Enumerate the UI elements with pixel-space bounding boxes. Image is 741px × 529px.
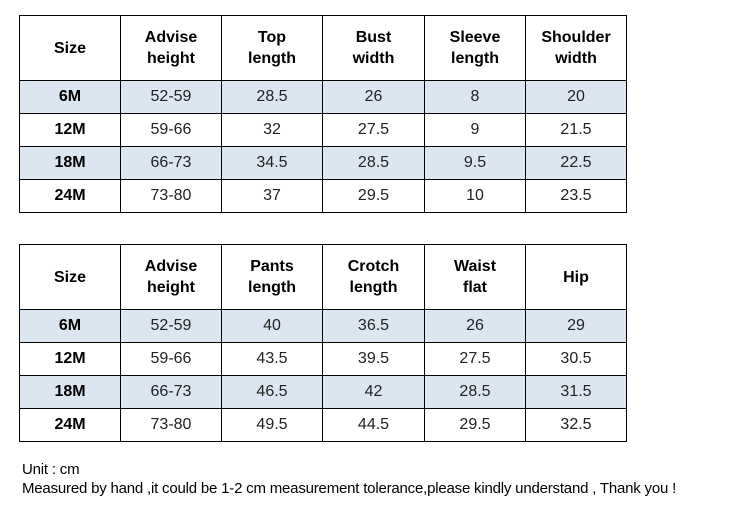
table-cell: 59-66 (120, 113, 222, 147)
table-row: 6M 52-59 40 36.5 26 29 (19, 309, 627, 343)
size-cell: 18M (19, 375, 121, 409)
table-cell: 9 (424, 113, 526, 147)
table-cell: 32.5 (525, 408, 627, 442)
table-row: 24M 73-80 49.5 44.5 29.5 32.5 (19, 408, 627, 442)
table-cell: 28.5 (424, 375, 526, 409)
header-size: Size (19, 15, 121, 81)
header-size: Size (19, 244, 121, 310)
table-row: 12M 59-66 43.5 39.5 27.5 30.5 (19, 342, 627, 376)
table-cell: 22.5 (525, 146, 627, 180)
table-header-row: Size Advise height Pants length Crotch l… (19, 244, 627, 310)
header-advise-height: Advise height (120, 244, 222, 310)
table-cell: 27.5 (424, 342, 526, 376)
table-cell: 37 (221, 179, 323, 213)
table-cell: 42 (322, 375, 425, 409)
table-cell: 73-80 (120, 408, 222, 442)
table-row: 6M 52-59 28.5 26 8 20 (19, 80, 627, 114)
bottom-size-table: Size Advise height Pants length Crotch l… (19, 244, 627, 442)
header-pants-length: Pants length (221, 244, 323, 310)
table-cell: 32 (221, 113, 323, 147)
header-advise-height: Advise height (120, 15, 222, 81)
table-cell: 66-73 (120, 146, 222, 180)
size-cell: 6M (19, 80, 121, 114)
table-cell: 31.5 (525, 375, 627, 409)
table-cell: 39.5 (322, 342, 425, 376)
table-row: 12M 59-66 32 27.5 9 21.5 (19, 113, 627, 147)
table-cell: 28.5 (221, 80, 323, 114)
header-top-length: Top length (221, 15, 323, 81)
header-sleeve-length: Sleeve length (424, 15, 526, 81)
table-cell: 36.5 (322, 309, 425, 343)
table-cell: 23.5 (525, 179, 627, 213)
header-hip: Hip (525, 244, 627, 310)
table-cell: 9.5 (424, 146, 526, 180)
unit-note: Unit : cm (22, 461, 80, 478)
table-cell: 73-80 (120, 179, 222, 213)
table-header-row: Size Advise height Top length Bust width… (19, 15, 627, 81)
table-cell: 52-59 (120, 80, 222, 114)
size-cell: 24M (19, 179, 121, 213)
table-cell: 46.5 (221, 375, 323, 409)
table-cell: 29.5 (322, 179, 425, 213)
table-cell: 52-59 (120, 309, 222, 343)
size-cell: 12M (19, 342, 121, 376)
header-shoulder-width: Shoulder width (525, 15, 627, 81)
table-cell: 49.5 (221, 408, 323, 442)
table-cell: 21.5 (525, 113, 627, 147)
header-crotch-length: Crotch length (322, 244, 425, 310)
top-size-table: Size Advise height Top length Bust width… (19, 15, 627, 213)
table-row: 18M 66-73 34.5 28.5 9.5 22.5 (19, 146, 627, 180)
table-cell: 27.5 (322, 113, 425, 147)
header-waist-flat: Waist flat (424, 244, 526, 310)
table-cell: 66-73 (120, 375, 222, 409)
size-cell: 6M (19, 309, 121, 343)
table-cell: 59-66 (120, 342, 222, 376)
size-cell: 24M (19, 408, 121, 442)
table-cell: 43.5 (221, 342, 323, 376)
tolerance-note: Measured by hand ,it could be 1-2 cm mea… (22, 480, 677, 497)
table-row: 18M 66-73 46.5 42 28.5 31.5 (19, 375, 627, 409)
table-cell: 40 (221, 309, 323, 343)
table-cell: 8 (424, 80, 526, 114)
table-cell: 26 (322, 80, 425, 114)
table-cell: 26 (424, 309, 526, 343)
table-cell: 28.5 (322, 146, 425, 180)
table-row: 24M 73-80 37 29.5 10 23.5 (19, 179, 627, 213)
table-cell: 30.5 (525, 342, 627, 376)
size-cell: 12M (19, 113, 121, 147)
table-cell: 29 (525, 309, 627, 343)
table-cell: 10 (424, 179, 526, 213)
header-bust-width: Bust width (322, 15, 425, 81)
table-cell: 34.5 (221, 146, 323, 180)
size-cell: 18M (19, 146, 121, 180)
table-cell: 20 (525, 80, 627, 114)
table-cell: 29.5 (424, 408, 526, 442)
table-cell: 44.5 (322, 408, 425, 442)
